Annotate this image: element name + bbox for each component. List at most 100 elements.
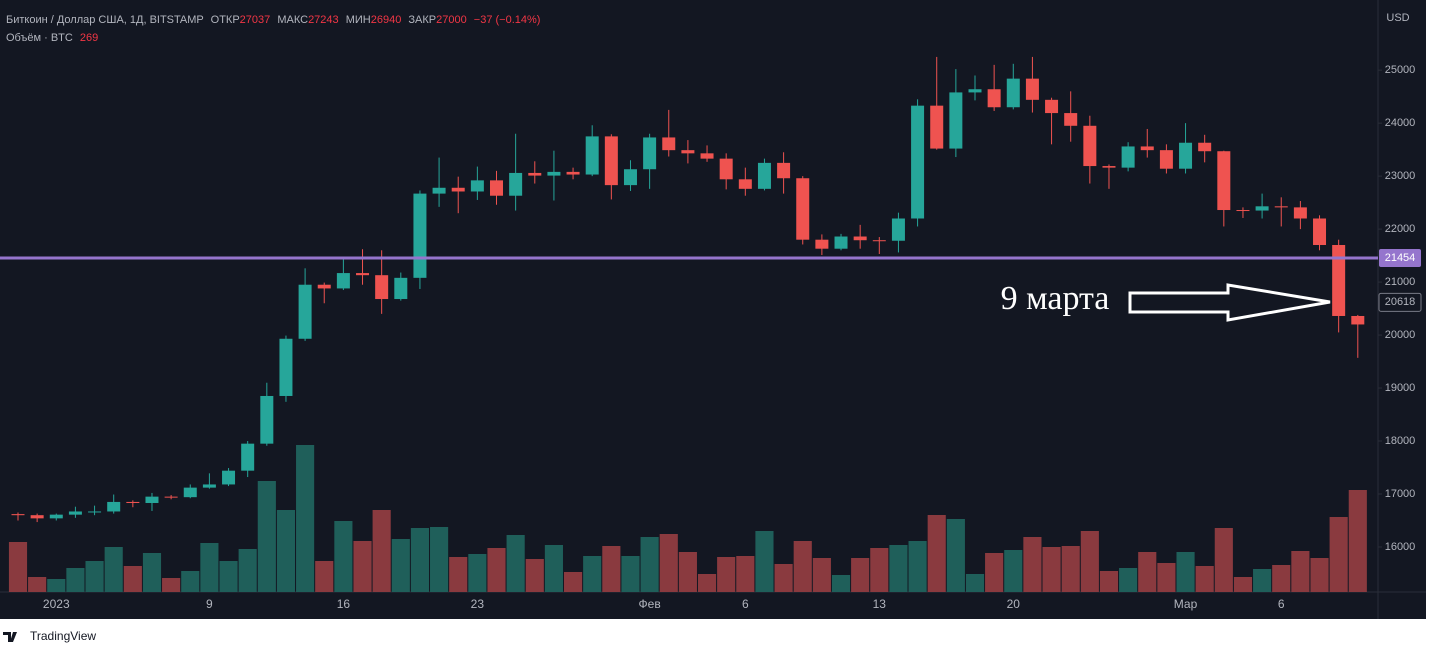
volume-bar bbox=[1348, 490, 1367, 592]
volume-bar bbox=[525, 559, 544, 592]
candle-body bbox=[604, 136, 618, 186]
candle-body bbox=[719, 158, 733, 180]
volume-bar bbox=[1099, 571, 1119, 592]
low-label: МИН bbox=[346, 14, 371, 26]
y-tick-label: 20000 bbox=[1385, 329, 1416, 341]
candle-body bbox=[11, 514, 25, 516]
volume-bar bbox=[927, 515, 946, 592]
candle-body bbox=[987, 89, 1001, 108]
volume-line: Объём · BTC 269 bbox=[6, 32, 98, 44]
volume-bar bbox=[123, 566, 142, 592]
x-tick-label: 2023 bbox=[43, 597, 70, 611]
candle-body bbox=[1293, 207, 1307, 219]
candle-body bbox=[317, 284, 331, 289]
candle-body bbox=[930, 105, 944, 149]
level-label: 21454 bbox=[1385, 252, 1416, 264]
candle-body bbox=[1217, 151, 1231, 211]
volume-bar bbox=[1310, 558, 1329, 592]
volume-bar bbox=[1291, 551, 1310, 592]
volume-bar bbox=[793, 541, 812, 592]
candle-body bbox=[949, 92, 963, 149]
volume-bar bbox=[831, 575, 851, 592]
candle-body bbox=[279, 338, 293, 396]
volume-bar bbox=[430, 527, 449, 592]
candle-body bbox=[241, 443, 255, 471]
candle-body bbox=[911, 105, 925, 219]
candle-body bbox=[451, 187, 465, 192]
y-tick-label: 24000 bbox=[1385, 117, 1416, 129]
volume-bar bbox=[812, 558, 831, 592]
low-value: 26940 bbox=[371, 14, 402, 26]
candle-body bbox=[796, 178, 810, 240]
volume-bar bbox=[583, 556, 602, 592]
candle-body bbox=[1313, 218, 1327, 245]
candle-body bbox=[891, 218, 905, 241]
price-label-box bbox=[1378, 292, 1422, 312]
volume-bar bbox=[736, 556, 755, 592]
candle-body bbox=[68, 511, 82, 515]
candle-layer bbox=[11, 56, 1365, 523]
volume-bar bbox=[334, 521, 353, 592]
candle-body bbox=[777, 162, 791, 179]
candle-body bbox=[394, 277, 408, 300]
candle-body bbox=[585, 136, 599, 175]
y-tick-label: 16000 bbox=[1385, 541, 1416, 553]
level-label-box bbox=[1379, 249, 1421, 268]
candle-body bbox=[509, 172, 523, 196]
volume-bar bbox=[200, 543, 219, 592]
candle-body bbox=[356, 273, 370, 276]
candle-body bbox=[872, 240, 886, 242]
volume-bar bbox=[47, 579, 66, 592]
candle-body bbox=[260, 395, 274, 444]
volume-bar bbox=[276, 510, 296, 592]
candle-body bbox=[432, 187, 446, 194]
open-label: ОТКР bbox=[211, 14, 240, 26]
volume-bar bbox=[487, 548, 506, 592]
x-tick-label: 20 bbox=[1007, 597, 1021, 611]
x-tick-label: 16 bbox=[337, 597, 351, 611]
candle-body bbox=[126, 501, 140, 503]
x-tick-label: 6 bbox=[1278, 597, 1285, 611]
candle-body bbox=[968, 89, 982, 93]
volume-bar bbox=[1138, 552, 1157, 592]
candle-body bbox=[413, 193, 427, 278]
candle-body bbox=[1274, 206, 1288, 208]
open-value: 27037 bbox=[240, 14, 271, 26]
volume-bar bbox=[640, 537, 659, 592]
candle-body bbox=[853, 236, 867, 241]
x-tick-label: 23 bbox=[471, 597, 485, 611]
y-tick-label: 19000 bbox=[1385, 382, 1416, 394]
volume-bar bbox=[870, 548, 889, 592]
candle-body bbox=[375, 275, 389, 300]
volume-bar bbox=[296, 445, 315, 592]
volume-bar bbox=[602, 546, 621, 592]
candle-body bbox=[1236, 210, 1250, 212]
candle-body bbox=[547, 171, 561, 176]
candle-body bbox=[1102, 166, 1116, 168]
price-label: 20618 bbox=[1385, 296, 1416, 308]
volume-bar bbox=[1004, 550, 1023, 592]
x-tick-label: Мар bbox=[1174, 597, 1198, 611]
high-value: 27243 bbox=[308, 14, 339, 26]
volume-bar bbox=[181, 571, 200, 592]
volume-bar bbox=[1080, 531, 1099, 592]
candle-body bbox=[738, 179, 752, 189]
volume-bar bbox=[755, 531, 774, 592]
candle-body bbox=[470, 180, 484, 192]
candle-body bbox=[700, 153, 714, 159]
candle-body bbox=[566, 171, 580, 175]
volume-bar bbox=[908, 541, 927, 592]
candle-body bbox=[1159, 150, 1173, 169]
volume-bar bbox=[774, 564, 793, 592]
candle-body bbox=[1198, 142, 1212, 152]
volume-bar bbox=[1061, 546, 1080, 592]
volume-bar bbox=[1329, 517, 1348, 592]
volume-bar bbox=[659, 534, 678, 592]
volume-label: Объём · BTC bbox=[6, 32, 73, 44]
volume-bar bbox=[391, 539, 410, 592]
candle-body bbox=[643, 137, 657, 170]
candle-body bbox=[336, 273, 350, 289]
candle-body bbox=[528, 172, 542, 176]
volume-bar bbox=[1214, 528, 1233, 592]
candle-body bbox=[490, 180, 503, 196]
